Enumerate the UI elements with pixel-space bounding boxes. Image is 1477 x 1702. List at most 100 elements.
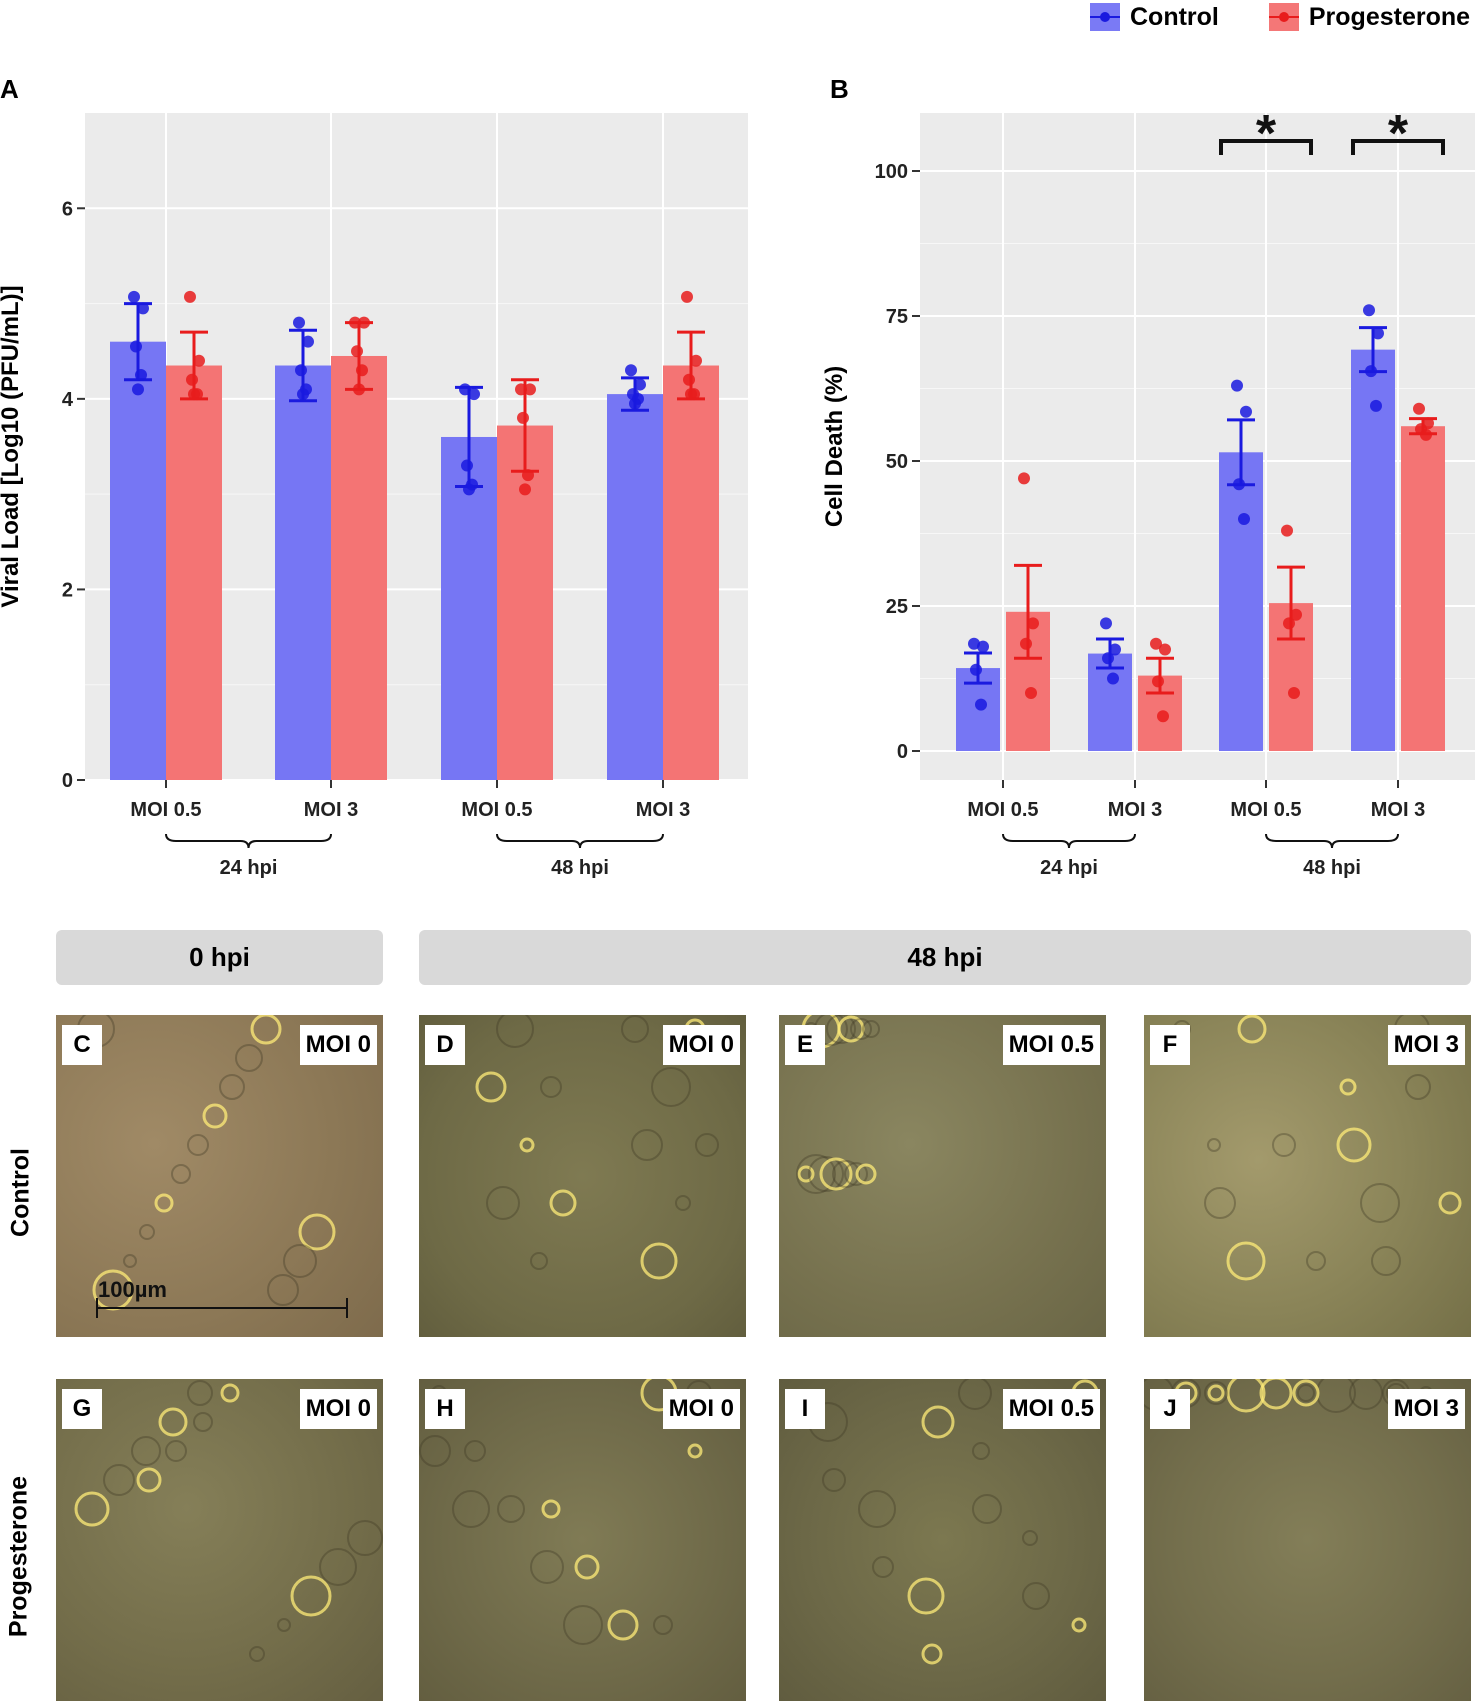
group-brace: [496, 833, 664, 849]
header-48hpi: 48 hpi: [419, 930, 1471, 985]
cell-blob: [1349, 1379, 1383, 1410]
cell-blob: [496, 1015, 534, 1048]
cell-blob: [475, 1071, 507, 1103]
cell-blob: [808, 1156, 844, 1192]
micrograph-texture: [77, 1015, 336, 1311]
scale-bar: [96, 1298, 348, 1318]
point-control-3: [1365, 365, 1377, 378]
panel-label-a: A: [0, 74, 19, 104]
bar-control-1: [275, 365, 331, 780]
cell-blob: [826, 1015, 856, 1044]
cell-blob: [1226, 1379, 1266, 1413]
cell-blob: [1022, 1582, 1050, 1610]
y-tick-label: 100: [875, 161, 908, 183]
cell-blob: [277, 1618, 291, 1632]
point-control-2: [1231, 379, 1243, 392]
y-tick-label: 25: [886, 596, 908, 618]
point-control-1: [293, 316, 305, 329]
cell-blob: [1207, 1384, 1225, 1402]
point-progesterone-3: [681, 290, 693, 303]
cell-blob: [675, 1195, 691, 1211]
cell-blob: [921, 1643, 943, 1665]
point-control-0: [137, 302, 149, 315]
cell-blob: [1371, 1246, 1401, 1276]
cell-blob: [1405, 1074, 1431, 1100]
point-progesterone-3: [683, 373, 695, 386]
panel-label-b: B: [830, 74, 849, 104]
cell-blob: [530, 1252, 548, 1270]
cell-blob: [1237, 1015, 1267, 1044]
point-control-0: [970, 663, 982, 676]
cell-blob: [1226, 1241, 1266, 1281]
point-progesterone-0: [193, 354, 205, 367]
point-progesterone-1: [358, 316, 370, 329]
micrograph-texture: [74, 1380, 383, 1662]
micrograph-j: J MOI 3: [1144, 1379, 1471, 1701]
cell-blob: [193, 1412, 213, 1432]
micrograph-h: H MOI 0: [419, 1379, 746, 1701]
point-control-2: [461, 459, 473, 472]
cell-blob: [1204, 1381, 1228, 1405]
point-control-1: [1107, 672, 1119, 685]
cell-blob: [283, 1244, 317, 1278]
micrograph-moi-label: MOI 3: [1387, 1025, 1465, 1065]
chart-a-viral-load: A 0 2 4 6 Viral Load [Log10 (PFU/mL)] MOI 0.5…: [0, 74, 748, 879]
micrograph-texture: [475, 1015, 719, 1280]
point-progesterone-3: [690, 354, 702, 367]
cell-blob: [1071, 1617, 1087, 1633]
point-control-2: [1240, 405, 1252, 418]
micrograph-f: F MOI 3: [1144, 1015, 1471, 1337]
cell-blob: [607, 1609, 639, 1641]
micrograph-moi-label: MOI 0.5: [1002, 1389, 1100, 1429]
cell-blob: [907, 1577, 945, 1615]
cell-blob: [131, 1436, 161, 1466]
significance-bracket: [1351, 139, 1445, 155]
point-progesterone-2: [1290, 608, 1302, 621]
micrograph-letter: J: [1150, 1389, 1190, 1429]
y-tick-label: 75: [886, 306, 908, 328]
point-control-2: [1233, 478, 1245, 491]
point-progesterone-1: [1150, 637, 1162, 650]
group-brace: [165, 833, 332, 849]
point-progesterone-1: [356, 364, 368, 377]
group-label: 24 hpi: [220, 857, 278, 879]
cell-blob: [872, 1556, 894, 1578]
cell-blob: [74, 1491, 110, 1527]
cell-blob: [574, 1554, 600, 1580]
point-progesterone-0: [1018, 472, 1030, 485]
micrograph-texture: [1144, 1379, 1433, 1413]
cell-blob: [249, 1646, 265, 1662]
bar-control-3: [1351, 349, 1395, 751]
x-tick-label: MOI 3: [1371, 799, 1425, 821]
legend-item-control: Control: [1090, 3, 1219, 32]
cell-blob: [972, 1494, 1002, 1524]
point-progesterone-2: [524, 383, 536, 396]
cell-blob: [219, 1074, 245, 1100]
point-control-0: [975, 698, 987, 711]
y-tick-label: 0: [62, 770, 73, 792]
cell-blob: [347, 1520, 383, 1556]
micrograph-letter: C: [62, 1025, 102, 1065]
cell-blob: [1292, 1379, 1320, 1407]
point-progesterone-3: [685, 388, 697, 401]
y-tick-label: 6: [62, 198, 73, 220]
cell-blob: [290, 1575, 332, 1617]
cell-blob: [832, 1160, 860, 1188]
cell-blob: [419, 1435, 451, 1467]
chart-b-cell-death: B 0 25 50 75 100 Cell Death (%) MOI 0.5 MOI 3 MO…: [821, 74, 1475, 879]
group-brace: [1265, 833, 1399, 849]
micrograph-moi-label: MOI 0: [662, 1389, 740, 1429]
cell-blob: [319, 1548, 357, 1586]
point-control-3: [1370, 399, 1382, 412]
cell-blob: [158, 1407, 188, 1437]
point-progesterone-0: [188, 388, 200, 401]
bar-progesterone-3: [1401, 426, 1445, 751]
bar-control-2: [1219, 452, 1263, 751]
cell-blob: [202, 1103, 228, 1129]
cell-blob: [1336, 1127, 1372, 1163]
header-0hpi: 0 hpi: [56, 930, 383, 985]
micrograph-letter: G: [62, 1389, 102, 1429]
point-control-2: [1238, 513, 1250, 525]
cell-blob: [858, 1490, 896, 1528]
bar-control-0: [110, 341, 166, 780]
